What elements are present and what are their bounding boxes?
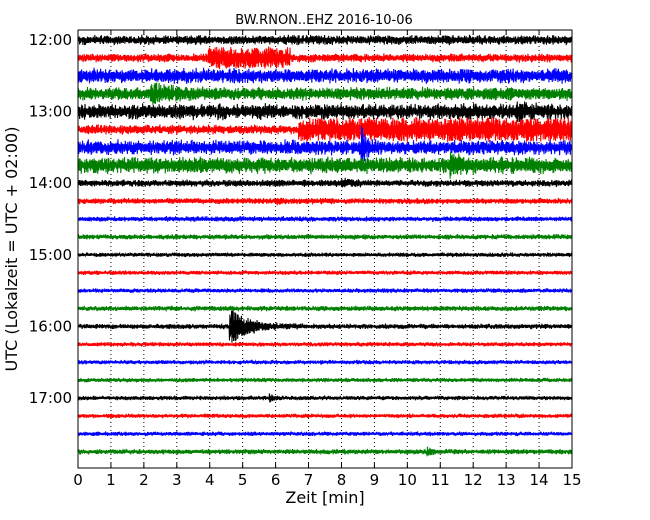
x-tick-label: 0 <box>73 471 83 489</box>
y-tick-label: 14:00 <box>29 174 72 192</box>
y-tick-label: 17:00 <box>29 389 72 407</box>
y-tick-label: 16:00 <box>29 317 72 335</box>
y-tick-label: 15:00 <box>29 246 72 264</box>
x-tick-label: 8 <box>337 471 347 489</box>
trace-line <box>77 67 573 84</box>
trace-line <box>77 287 573 294</box>
x-tick-label: 12 <box>464 471 483 489</box>
x-tick-label: 7 <box>304 471 314 489</box>
trace-line <box>77 310 573 343</box>
trace-line <box>77 34 573 46</box>
trace-line <box>77 341 573 348</box>
trace-line <box>77 177 573 188</box>
trace-line <box>77 269 573 276</box>
plot-frame <box>77 29 573 469</box>
trace-line <box>77 446 573 457</box>
trace-line <box>77 377 573 384</box>
x-axis-ticks: 0 1 2 3 4 5 6 7 8 9 10 11 12 13 14 15 <box>73 30 582 489</box>
x-tick-label: 4 <box>205 471 215 489</box>
trace-line <box>77 393 573 403</box>
y-axis-label: UTC (Lokalzeit = UTC + 02:00) <box>2 127 21 372</box>
trace-line <box>77 117 573 142</box>
trace-line <box>77 233 573 240</box>
trace-line <box>77 101 573 123</box>
trace-line <box>77 412 573 419</box>
trace-line <box>77 430 573 437</box>
trace-line <box>77 82 573 105</box>
x-tick-label: 9 <box>370 471 380 489</box>
x-tick-label: 1 <box>106 471 116 489</box>
x-axis-label: Zeit [min] <box>285 488 364 507</box>
x-tick-label: 5 <box>238 471 248 489</box>
trace-line <box>77 216 573 223</box>
y-tick-label: 13:00 <box>29 103 72 121</box>
x-tick-label: 10 <box>398 471 417 489</box>
trace-line <box>77 46 573 70</box>
chart-title: BW.RNON..EHZ 2016-10-06 <box>235 13 413 28</box>
y-tick-label: 12:00 <box>29 31 72 49</box>
x-tick-label: 13 <box>497 471 516 489</box>
x-tick-label: 15 <box>562 471 581 489</box>
trace-line <box>77 152 573 179</box>
x-tick-label: 14 <box>530 471 549 489</box>
trace-line <box>77 359 573 366</box>
x-tick-label: 6 <box>271 471 281 489</box>
x-tick-label: 11 <box>431 471 450 489</box>
trace-group <box>77 34 573 457</box>
trace-line <box>77 251 573 258</box>
x-tick-label: 2 <box>139 471 149 489</box>
trace-line <box>77 197 573 206</box>
y-axis-ticks: 12:00 13:00 14:00 15:00 16:00 17:00 <box>29 31 572 407</box>
trace-line <box>77 126 573 165</box>
trace-line <box>77 305 573 312</box>
x-tick-label: 3 <box>172 471 182 489</box>
